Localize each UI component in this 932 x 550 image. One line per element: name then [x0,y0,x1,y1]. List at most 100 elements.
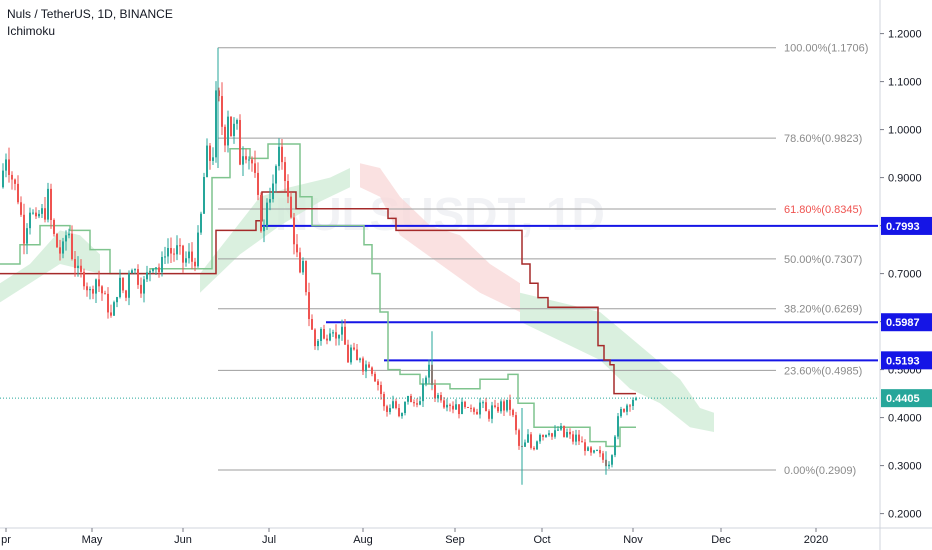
candle-body[interactable] [119,277,121,298]
candle-body[interactable] [365,364,367,372]
candle-body[interactable] [275,166,277,184]
candle-body[interactable] [473,408,475,412]
candle-body[interactable] [293,217,295,245]
candle-body[interactable] [200,213,202,233]
candle-body[interactable] [125,290,127,298]
candle-body[interactable] [557,429,559,431]
candle-body[interactable] [410,395,412,403]
candle-body[interactable] [245,156,247,160]
candle-body[interactable] [242,156,244,165]
candle-body[interactable] [116,297,118,303]
hline-price-label-box[interactable] [881,216,932,235]
candle-body[interactable] [536,441,538,450]
candle-body[interactable] [599,450,601,454]
candle-body[interactable] [416,403,418,405]
candle-body[interactable] [479,402,481,415]
last-price-label-box[interactable] [881,389,932,408]
candle-body[interactable] [338,334,340,339]
candle-body[interactable] [596,450,598,452]
candle-body[interactable] [320,329,322,341]
candle-body[interactable] [503,401,505,411]
candle-body[interactable] [251,159,253,164]
candle-body[interactable] [173,253,175,255]
candle-body[interactable] [161,256,163,273]
candle-body[interactable] [329,333,331,341]
candle-body[interactable] [278,146,280,167]
candle-body[interactable] [608,464,610,467]
candle-body[interactable] [515,415,517,431]
candle-body[interactable] [92,289,94,294]
candle-body[interactable] [401,412,403,417]
candle-body[interactable] [470,407,472,409]
candle-body[interactable] [302,260,304,273]
candle-body[interactable] [296,244,298,253]
candle-body[interactable] [68,233,70,236]
candle-body[interactable] [191,251,193,262]
candle-body[interactable] [188,251,190,259]
candle-body[interactable] [44,208,46,220]
candle-body[interactable] [194,261,196,267]
candle-body[interactable] [122,277,124,291]
candle-body[interactable] [233,123,235,137]
candle-body[interactable] [323,329,325,339]
candle-body[interactable] [128,273,130,298]
candle-body[interactable] [239,119,241,165]
candle-body[interactable] [407,395,409,402]
candle-body[interactable] [20,202,22,215]
hline-price-label-box[interactable] [881,351,932,370]
candle-body[interactable] [11,174,13,180]
candle-body[interactable] [500,401,502,412]
candle-body[interactable] [17,183,19,203]
candle-body[interactable] [5,159,7,171]
candle-body[interactable] [167,248,169,257]
candle-body[interactable] [629,405,631,407]
candle-body[interactable] [212,157,214,161]
candle-body[interactable] [206,145,208,178]
candle-body[interactable] [26,228,28,244]
candle-body[interactable] [374,373,376,382]
candle-body[interactable] [86,286,88,291]
candle-body[interactable] [623,408,625,412]
candle-body[interactable] [164,256,166,258]
candle-body[interactable] [539,434,541,442]
candle-body[interactable] [392,401,394,409]
candle-body[interactable] [254,163,256,173]
candle-body[interactable] [386,406,388,412]
candle-body[interactable] [23,214,25,244]
candle-body[interactable] [152,268,154,272]
candle-body[interactable] [50,188,52,221]
candle-body[interactable] [35,212,37,217]
candle-body[interactable] [107,293,109,313]
candle-body[interactable] [65,235,67,242]
candle-body[interactable] [32,212,34,214]
candle-body[interactable] [221,96,223,127]
candle-body[interactable] [464,401,466,408]
candle-body[interactable] [572,434,574,442]
hline-price-label-box[interactable] [881,313,932,332]
candle-body[interactable] [137,269,139,285]
candle-body[interactable] [155,267,157,269]
candle-body[interactable] [506,399,508,411]
candle-body[interactable] [533,447,535,450]
candle-body[interactable] [395,401,397,409]
candle-body[interactable] [56,233,58,248]
candle-body[interactable] [341,326,343,335]
candle-body[interactable] [368,364,370,368]
candle-body[interactable] [215,90,217,158]
candle-body[interactable] [398,408,400,417]
candle-body[interactable] [413,402,415,404]
candle-body[interactable] [590,447,592,453]
candle-body[interactable] [347,344,349,363]
candle-body[interactable] [560,425,562,430]
candle-body[interactable] [569,431,571,435]
candle-body[interactable] [2,170,4,188]
candle-body[interactable] [485,402,487,412]
candle-body[interactable] [611,455,613,465]
candle-body[interactable] [617,416,619,437]
candle-body[interactable] [227,116,229,146]
candle-body[interactable] [389,408,391,412]
candle-body[interactable] [305,260,307,293]
candle-body[interactable] [437,395,439,399]
candle-body[interactable] [545,434,547,437]
